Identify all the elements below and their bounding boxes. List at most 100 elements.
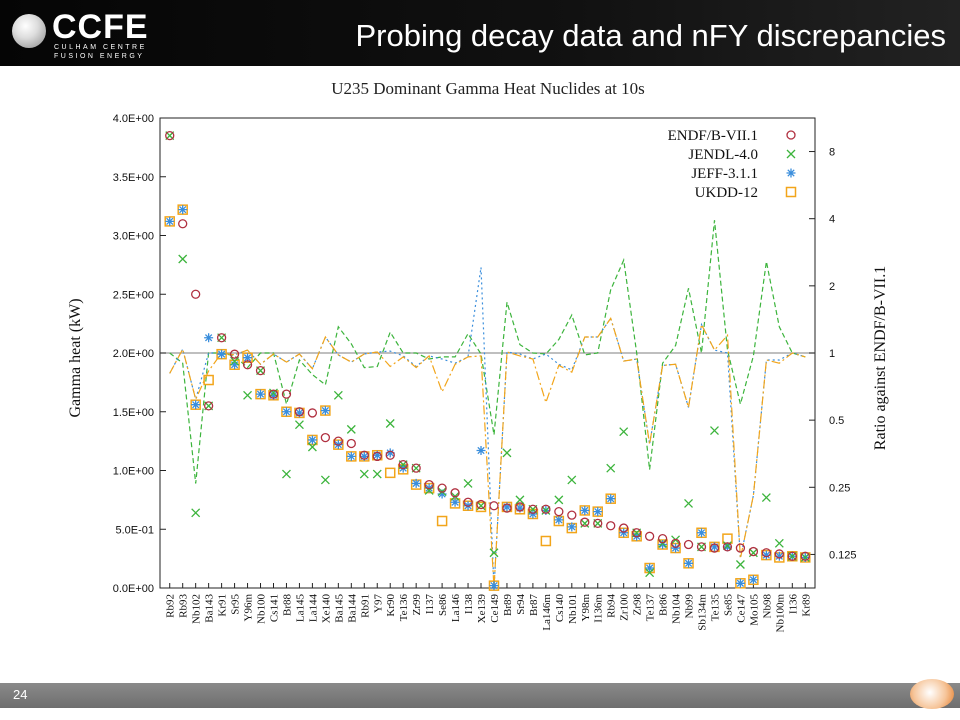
legend-label: ENDF/B-VII.1 <box>668 128 758 144</box>
point-x <box>282 469 291 479</box>
point-circle <box>502 503 512 513</box>
point-x <box>463 478 473 488</box>
point-circle <box>735 543 746 553</box>
x-tick-label: Nb100 <box>256 594 268 624</box>
point-x <box>722 541 732 551</box>
x-tick-label: Br89 <box>502 594 514 617</box>
point-star <box>281 407 291 417</box>
point-circle <box>786 130 796 140</box>
point-star <box>580 505 590 515</box>
x-tick-label: I136 <box>787 594 799 615</box>
point-x <box>567 475 577 485</box>
point-star <box>786 168 796 178</box>
point-star <box>191 400 201 410</box>
point-circle <box>450 488 460 498</box>
point-square <box>203 374 214 386</box>
logo-text: CCFE <box>52 8 149 46</box>
x-tick-label: Y98m <box>580 594 592 622</box>
point-square <box>540 535 552 547</box>
point-x <box>502 448 512 458</box>
point-circle <box>709 543 720 553</box>
point-circle <box>800 551 810 561</box>
point-circle <box>191 289 201 299</box>
point-circle <box>670 538 681 549</box>
y2-tick-label: 2 <box>829 281 835 293</box>
slide-footer: 24 <box>0 679 960 709</box>
x-tick-label: Nb98 <box>761 594 773 619</box>
point-square <box>436 515 448 527</box>
ccfe-logo: CCFE CULHAM CENTRE FUSION ENERGY <box>8 8 168 60</box>
gamma-heat-chart: U235 Dominant Gamma Heat Nuclides at 10s… <box>67 79 889 633</box>
x-tick-label: Te135 <box>709 594 721 622</box>
point-circle <box>567 510 577 520</box>
point-circle <box>644 531 655 541</box>
point-star <box>256 389 266 399</box>
point-star <box>515 503 525 513</box>
point-star <box>307 435 317 445</box>
point-circle <box>255 365 266 376</box>
point-circle <box>333 436 343 446</box>
point-x <box>476 501 486 511</box>
point-circle <box>398 459 408 470</box>
point-circle <box>489 501 499 511</box>
x-tick-label: Br86 <box>658 594 670 617</box>
point-x <box>774 538 784 548</box>
x-tick-label: Ba144 <box>346 594 358 623</box>
point-x <box>619 427 629 437</box>
x-tick-label: Cs140 <box>554 594 566 623</box>
point-circle <box>528 504 538 514</box>
x-tick-label: Te136 <box>398 594 410 622</box>
x-tick-label: Ce147 <box>735 594 747 623</box>
x-tick-label: Xe140 <box>320 594 332 624</box>
ratio-line <box>169 267 806 589</box>
point-circle <box>165 130 175 141</box>
point-star <box>722 542 732 552</box>
point-x <box>307 442 317 452</box>
y-tick-label: 3.5E+00 <box>113 172 154 184</box>
point-x <box>346 424 356 434</box>
point-circle <box>216 333 227 343</box>
y-tick-label: 1.5E+00 <box>113 407 154 419</box>
y2-axis-label: Ratio against ENDF/B-VII.1 <box>872 266 889 450</box>
point-x <box>580 518 590 528</box>
point-circle <box>411 463 421 473</box>
point-x <box>294 420 304 430</box>
point-circle <box>722 542 733 552</box>
point-x <box>658 538 668 548</box>
y-tick-label: 2.5E+00 <box>113 289 154 301</box>
x-tick-label: Mo105 <box>748 594 760 626</box>
point-x <box>761 493 771 502</box>
globe-icon <box>12 14 46 48</box>
x-tick-label: La146m <box>541 594 553 631</box>
point-star <box>204 333 214 343</box>
point-circle <box>346 438 356 449</box>
point-star <box>735 578 745 588</box>
x-tick-label: Ba145 <box>333 594 345 623</box>
y2-tick-label: 0.125 <box>829 549 857 561</box>
x-tick-label: Ce149 <box>489 594 501 623</box>
point-star <box>671 543 681 553</box>
point-circle <box>554 506 564 517</box>
y-tick-label: 3.0E+00 <box>113 231 154 243</box>
x-tick-label: Kr91 <box>217 594 229 617</box>
point-star <box>411 478 421 488</box>
x-tick-label: I136m <box>593 594 605 623</box>
point-x <box>800 552 810 562</box>
ratio-line <box>169 316 806 589</box>
point-star <box>437 489 447 499</box>
x-tick-label: Kr90 <box>385 594 397 617</box>
point-star <box>372 450 382 460</box>
point-x <box>333 390 343 400</box>
energy-logo-icon <box>910 679 954 709</box>
point-x <box>191 508 201 518</box>
point-x <box>359 469 369 479</box>
point-star <box>346 451 356 461</box>
y-tick-label: 5.0E-01 <box>115 524 154 536</box>
y-tick-label: 1.0E+00 <box>113 466 154 478</box>
point-x <box>735 560 745 569</box>
x-tick-label: Br88 <box>281 594 293 617</box>
point-star <box>476 446 486 456</box>
point-star <box>230 360 240 370</box>
point-circle <box>385 450 395 460</box>
x-tick-label: La145 <box>294 594 306 623</box>
